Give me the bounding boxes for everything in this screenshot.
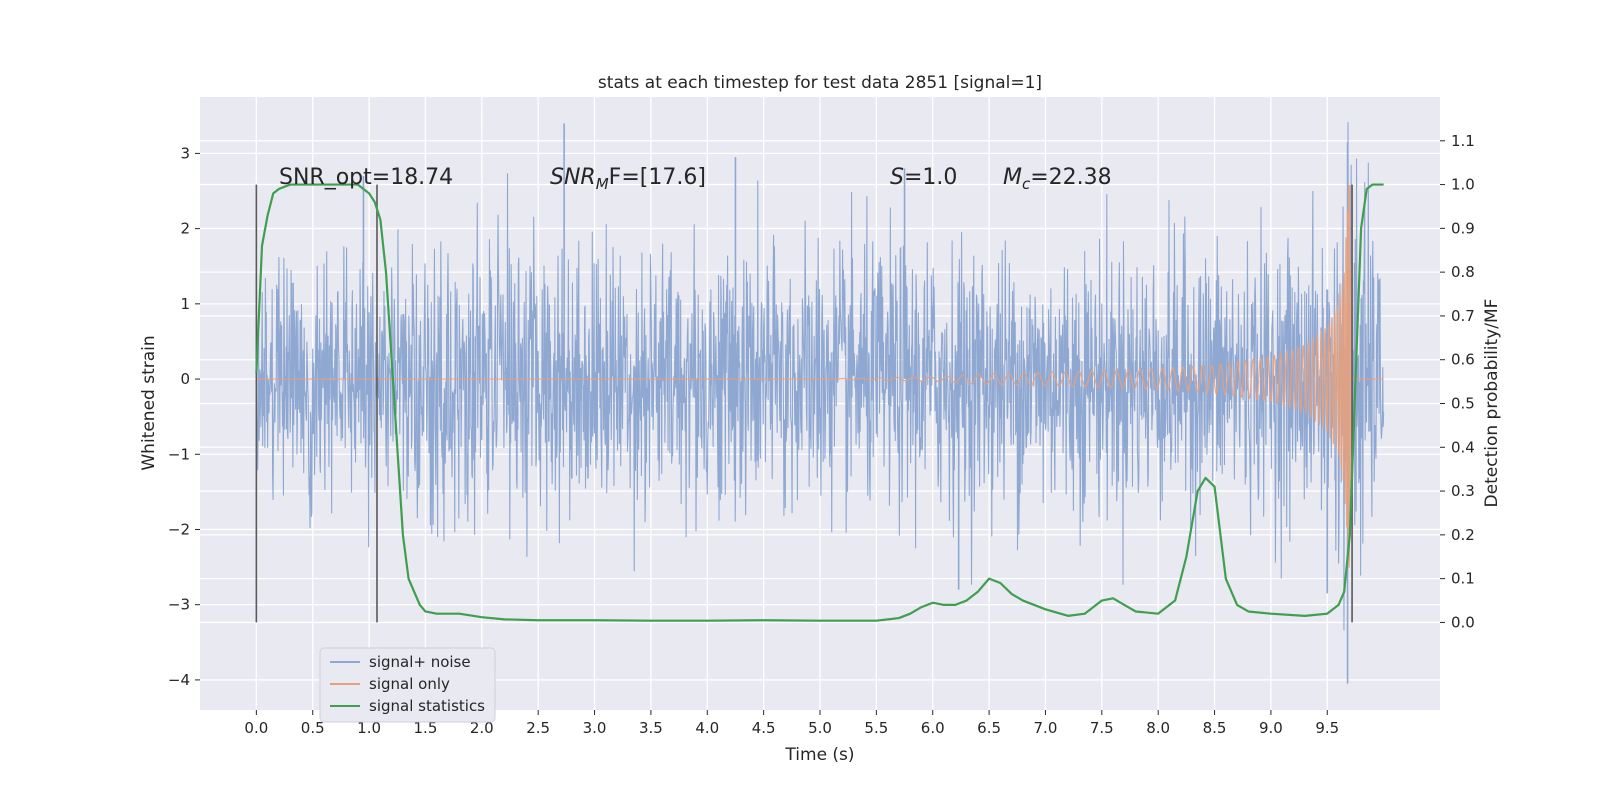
y-tick-label: −4 [168, 671, 190, 689]
x-tick-label: 8.5 [1203, 719, 1227, 737]
y-tick-label: 0 [180, 370, 190, 388]
x-tick-label: 3.0 [583, 719, 607, 737]
x-tick-label: 1.5 [414, 719, 438, 737]
y-right-tick-label: 0.3 [1451, 482, 1475, 500]
x-axis-label: Time (s) [784, 745, 854, 765]
legend-box [319, 647, 496, 723]
legend-label-stats: signal statistics [369, 697, 485, 715]
x-tick-label: 3.5 [639, 719, 663, 737]
y-tick-labels: 3 2 1 0 −1 −2 −3 −4 [168, 144, 200, 689]
y-tick-label: 3 [180, 144, 190, 162]
y-right-tick-label: 1.0 [1451, 176, 1475, 194]
signal-only-line [255, 184, 1384, 568]
x-tick-label: 6.0 [921, 719, 945, 737]
y-axis-label: Whitened strain [139, 335, 159, 470]
legend-label-noise: signal+ noise [369, 653, 471, 671]
series-signal-only [255, 184, 1384, 568]
y-right-tick-label: 0.2 [1451, 526, 1475, 544]
y-tick-label: 1 [180, 295, 190, 313]
x-tick-label: 8.0 [1146, 719, 1170, 737]
x-tick-label: 9.0 [1259, 719, 1283, 737]
s-value: =1.0 [904, 165, 957, 190]
y-right-tick-labels: 1.1 1.0 0.9 0.8 0.7 0.6 0.5 0.4 0.3 0.2 0.1 0.0 [1440, 132, 1475, 631]
x-tick-labels: 0.0 0.5 1.0 1.5 2.0 2.5 3.0 3.5 4.0 4.5 5.0 5.5 6.0 6… [244, 710, 1339, 737]
y-right-tick-label: 0.5 [1451, 395, 1475, 413]
y-tick-label: 2 [180, 220, 190, 238]
series-signal-statistics [255, 183, 1384, 622]
x-tick-label: 7.5 [1090, 719, 1114, 737]
x-tick-label: 4.0 [695, 719, 719, 737]
x-tick-label: 9.5 [1315, 719, 1339, 737]
y-right-tick-label: 0.7 [1451, 307, 1475, 325]
mc-symbol: M [1003, 165, 1022, 190]
annotation-snr-mf: SNRMF=[17.6] [550, 165, 706, 193]
y-right-tick-label: 0.6 [1451, 351, 1475, 369]
snr-mf-value: F=[17.6] [609, 165, 706, 190]
x-tick-label: 5.0 [808, 719, 832, 737]
time-markers [255, 184, 1353, 623]
x-tick-label: 6.5 [977, 719, 1001, 737]
y-tick-label: −2 [168, 520, 190, 538]
annotation-snr-opt: SNR_opt=18.74 [279, 165, 453, 190]
y-right-tick-label: 0.8 [1451, 263, 1475, 281]
snr-mf-subscript: M [596, 175, 609, 193]
legend-label-signal: signal only [369, 675, 450, 693]
x-tick-label: 2.5 [526, 719, 550, 737]
y-right-tick-label: 0.0 [1451, 613, 1475, 631]
x-tick-label: 5.5 [864, 719, 888, 737]
signal-plus-noise-line [255, 121, 1385, 631]
y-right-tick-label: 0.9 [1451, 219, 1475, 237]
chart-title: stats at each timestep for test data 285… [598, 73, 1042, 93]
x-tick-label: 2.0 [470, 719, 494, 737]
x-tick-label: 1.0 [357, 719, 381, 737]
x-tick-label: 7.0 [1034, 719, 1058, 737]
mc-value: =22.38 [1030, 165, 1111, 190]
legend: signal+ noise signal only signal statist… [319, 647, 496, 723]
snr-mf-symbol: SNR [550, 165, 596, 190]
x-tick-label: 4.5 [752, 719, 776, 737]
annotation-s: S=1.0 [890, 165, 957, 190]
signal-statistics-line [255, 183, 1384, 622]
y-tick-label: −3 [168, 596, 190, 614]
y-right-tick-label: 0.1 [1451, 570, 1475, 588]
mc-subscript: c [1022, 175, 1031, 193]
y-right-axis-label: Detection probability/MF [1482, 299, 1502, 508]
annotation-mc: Mc=22.38 [1003, 165, 1112, 193]
x-tick-label: 0.0 [244, 719, 268, 737]
y-tick-label: −1 [168, 445, 190, 463]
y-right-tick-label: 1.1 [1451, 132, 1475, 150]
x-tick-label: 0.5 [301, 719, 325, 737]
y-right-tick-label: 0.4 [1451, 438, 1475, 456]
s-symbol: S [890, 165, 904, 190]
